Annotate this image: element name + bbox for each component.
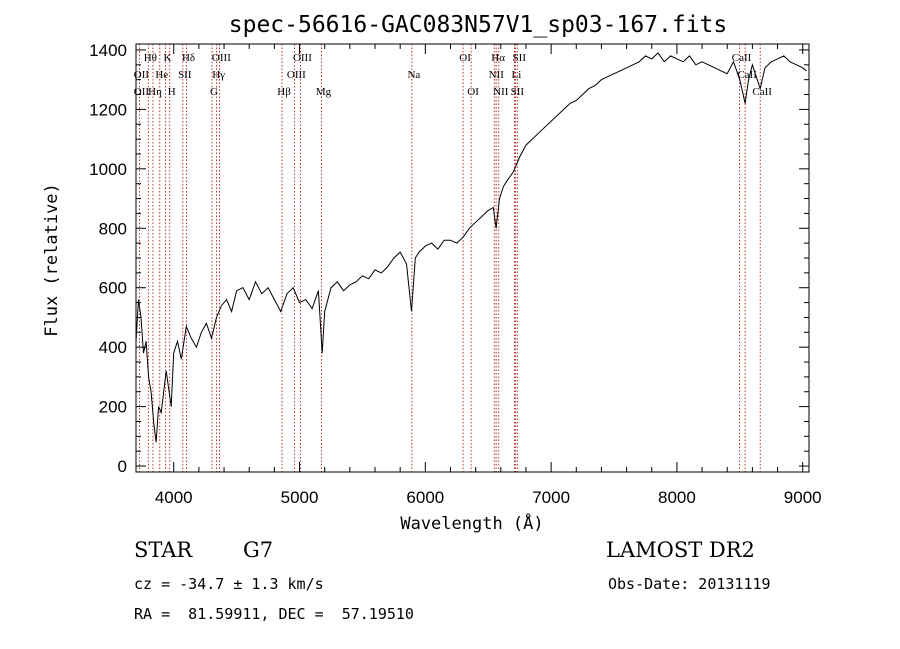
y-tick-label: 1000 — [89, 160, 127, 179]
redshift-text: cz = -34.7 ± 1.3 km/s — [134, 575, 324, 593]
y-tick-label: 800 — [99, 219, 127, 238]
spectral-line-label: OI — [459, 52, 471, 64]
chart-title: spec-56616-GAC083N57V1_sp03-167.fits — [229, 12, 728, 38]
spectral-line-label: OII — [134, 69, 150, 81]
spectral-line-label: Hγ — [212, 69, 225, 81]
x-axis-label: Wavelength (Å) — [400, 512, 543, 534]
spectral-line-label: OIII — [287, 69, 306, 81]
spectral-line-label: SII — [513, 52, 527, 64]
spectral-line-label: G — [210, 86, 218, 98]
y-tick-label: 1400 — [89, 41, 127, 60]
spectral-line-label: NII — [489, 69, 505, 81]
spectral-line-label: H — [168, 86, 176, 98]
x-tick-label: 4000 — [155, 488, 193, 507]
y-tick-label: 0 — [118, 457, 127, 476]
y-tick-label: 200 — [99, 398, 127, 417]
spectral-line-label: CaII — [752, 86, 772, 98]
spectral-line-label: Hη — [148, 86, 162, 98]
x-tick-label: 7000 — [532, 488, 570, 507]
spectral-line-label: Mg — [316, 86, 332, 98]
spectral-line-label: Li — [511, 69, 521, 81]
spectral-line-label: He — [155, 69, 168, 81]
y-tick-label: 1200 — [89, 100, 127, 119]
spectral-line-label: CaII — [732, 52, 752, 64]
x-tick-label: 5000 — [281, 488, 319, 507]
x-axis-ticks: 4000 5000 6000 7000 8000 9000 — [155, 44, 822, 507]
spectral-line-label: OI — [467, 86, 479, 98]
x-tick-label: 8000 — [658, 488, 696, 507]
plot-frame — [135, 43, 810, 473]
object-subclass: G7 — [243, 538, 274, 562]
spectral-line-label: Hα — [491, 52, 505, 64]
object-type: STAR — [134, 538, 193, 562]
spectral-line-labels: Hθ K Hδ OIII OIII OI Hα SII CaII OII He SII Hγ OIII Na… — [134, 52, 773, 98]
spectral-line-label: CaII — [737, 69, 757, 81]
y-tick-label: 600 — [99, 279, 127, 298]
x-tick-label: 9000 — [784, 488, 822, 507]
y-axis-ticks: 0 200 400 600 800 1000 1200 1400 — [89, 41, 809, 476]
spectral-line-label: Hδ — [182, 52, 195, 64]
spectral-line-label: Na — [407, 69, 420, 81]
survey-name: LAMOST DR2 — [606, 538, 755, 562]
spectral-line-markers — [138, 44, 761, 472]
obs-date-text: Obs-Date: 20131119 — [608, 575, 771, 593]
spectral-line-label: K — [163, 52, 171, 64]
spectral-line-label: NII — [493, 86, 509, 98]
spectral-line-label: SII — [511, 86, 525, 98]
coordinates-text: RA = 81.59911, DEC = 57.19510 — [134, 605, 414, 623]
x-tick-label: 6000 — [406, 488, 444, 507]
spectral-line-label: SII — [178, 69, 192, 81]
spectral-line-label: OIII — [212, 52, 231, 64]
spectrum-line — [135, 52, 807, 443]
spectral-line-label: Hβ — [277, 86, 291, 98]
spectral-line-label: OIII — [293, 52, 312, 64]
y-axis-label: Flux (relative) — [42, 183, 62, 337]
spectral-line-label: Hθ — [144, 52, 157, 64]
y-tick-label: 400 — [99, 338, 127, 357]
